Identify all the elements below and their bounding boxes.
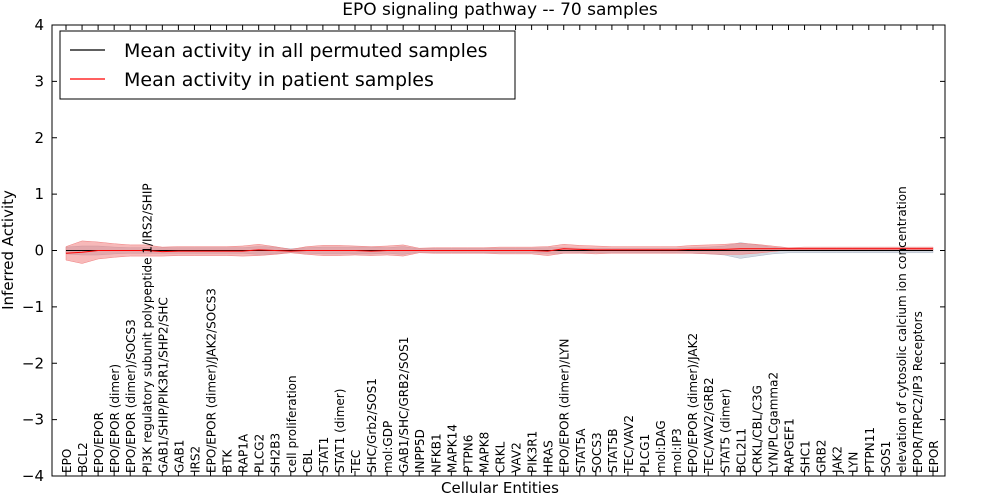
line-series-1 <box>65 248 933 254</box>
x-tick-label: mol:GDP <box>381 421 395 473</box>
x-tick-label: TEC/VAV2/GRB2 <box>702 377 716 474</box>
x-tick-label: JAK2 <box>831 446 845 474</box>
x-tick-label: GRB2 <box>815 439 829 473</box>
y-tick-label: 1 <box>34 185 44 203</box>
x-tick-label: INPP5D <box>413 429 427 473</box>
x-tick-label: mol:DAG <box>654 420 668 473</box>
x-tick-label: IRS2 <box>188 446 202 473</box>
y-tick-label: −1 <box>22 298 44 316</box>
x-tick-label: LYN <box>847 452 861 473</box>
y-tick-label: 2 <box>34 129 44 147</box>
series-lines <box>65 248 933 254</box>
x-tick-label: PLCG1 <box>638 434 652 473</box>
x-tick-label: STAT1 (dimer) <box>333 389 347 473</box>
x-tick-label: TEC <box>349 450 363 474</box>
x-tick-label: GAB1 <box>172 440 186 473</box>
x-tick-label: EPOR <box>927 440 941 473</box>
x-tick-label: EPO/EPOR <box>92 412 106 473</box>
x-tick-label: SOS1 <box>879 441 893 473</box>
x-tick-label: CRKL/CBL/C3G <box>750 385 764 473</box>
x-axis-label: Cellular Entities <box>441 479 559 497</box>
x-tick-label: PI3K regulatory subunit polypeptide 1/IR… <box>140 183 154 473</box>
x-tick-label: MAPK14 <box>445 424 459 473</box>
x-tick-label: BCL2L1 <box>734 428 748 473</box>
x-tick-label: SHC1 <box>799 440 813 473</box>
x-tick-label: TEC/VAV2 <box>622 415 636 474</box>
x-tick-label: EPO/EPOR (dimer)/JAK2/SOCS3 <box>205 288 219 473</box>
x-tick-label: BTK <box>221 448 235 473</box>
y-axis-ticks: −4 −3 −2 −1 0 1 2 3 4 <box>22 16 945 485</box>
x-tick-label: STAT5 (dimer) <box>718 389 732 473</box>
y-tick-label: 0 <box>34 242 44 260</box>
x-tick-label: HRAS <box>542 440 556 473</box>
x-tick-label: SH2B3 <box>269 433 283 473</box>
x-tick-label: RAPGEF1 <box>783 418 797 473</box>
y-axis-label: Inferred Activity <box>0 190 17 310</box>
legend-entry-permuted: Mean activity in all permuted samples <box>124 40 487 62</box>
x-tick-label: LYN/PLCgamma2 <box>766 372 780 473</box>
x-tick-label: CRKL <box>494 441 508 473</box>
x-tick-label: STAT1 <box>317 437 331 473</box>
y-tick-label: −2 <box>22 354 44 372</box>
legend-box <box>59 30 516 100</box>
y-tick-label: 3 <box>34 72 44 90</box>
x-tick-label: MAPK8 <box>477 432 491 473</box>
y-tick-label: −4 <box>22 467 44 485</box>
chart-title: EPO signaling pathway -- 70 samples <box>342 0 658 20</box>
y-tick-label: −3 <box>22 411 44 429</box>
x-tick-label: CBL <box>301 449 315 473</box>
plot-frame <box>51 24 946 477</box>
x-tick-label: EPO <box>60 449 74 473</box>
confidence-bands <box>65 240 934 264</box>
legend-entry-patient: Mean activity in patient samples <box>124 69 434 91</box>
x-tick-label: SHC/Grb2/SOS1 <box>365 378 379 473</box>
x-tick-label: cell proliferation <box>285 375 299 473</box>
y-tick-label: 4 <box>34 16 44 34</box>
x-tick-label: elevation of cytosolic calcium ion conce… <box>895 186 909 473</box>
x-tick-label: PTPN11 <box>863 427 877 473</box>
x-tick-label: VAV2 <box>510 442 524 473</box>
x-tick-label: PIK3R1 <box>526 431 540 473</box>
x-tick-label: PLCG2 <box>253 434 267 473</box>
x-tick-label: EPO/EPOR (dimer)/SOCS3 <box>124 319 138 473</box>
x-tick-label: SOCS3 <box>590 432 604 473</box>
x-tick-label: BCL2 <box>76 442 90 473</box>
x-tick-label: STAT5B <box>606 429 620 474</box>
x-tick-label: RAP1A <box>237 433 251 473</box>
x-tick-label: EPO/EPOR (dimer)/JAK2 <box>686 333 700 473</box>
x-tick-label: EPO/EPOR (dimer)/LYN <box>558 339 572 473</box>
x-tick-label: NFKB1 <box>429 433 443 473</box>
x-tick-label: GAB1/SHIP/PIK3R1/SHP2/SHC <box>156 297 170 473</box>
x-tick-label: PTPN6 <box>461 435 475 473</box>
x-axis-ticks: EPO BCL2 EPO/EPOR EPO/EPOR (dimer) EPO/EPOR … <box>60 25 941 476</box>
x-tick-label: EPOR/TRPC2/IP3 Receptors <box>911 311 925 473</box>
x-tick-label: GAB1/SHC/GRB2/SOS1 <box>397 337 411 473</box>
x-tick-label: STAT5A <box>574 428 588 473</box>
x-tick-label: EPO/EPOR (dimer) <box>108 364 122 473</box>
x-tick-label: mol:IP3 <box>670 428 684 473</box>
legend: Mean activity in all permuted samples Me… <box>59 30 516 100</box>
